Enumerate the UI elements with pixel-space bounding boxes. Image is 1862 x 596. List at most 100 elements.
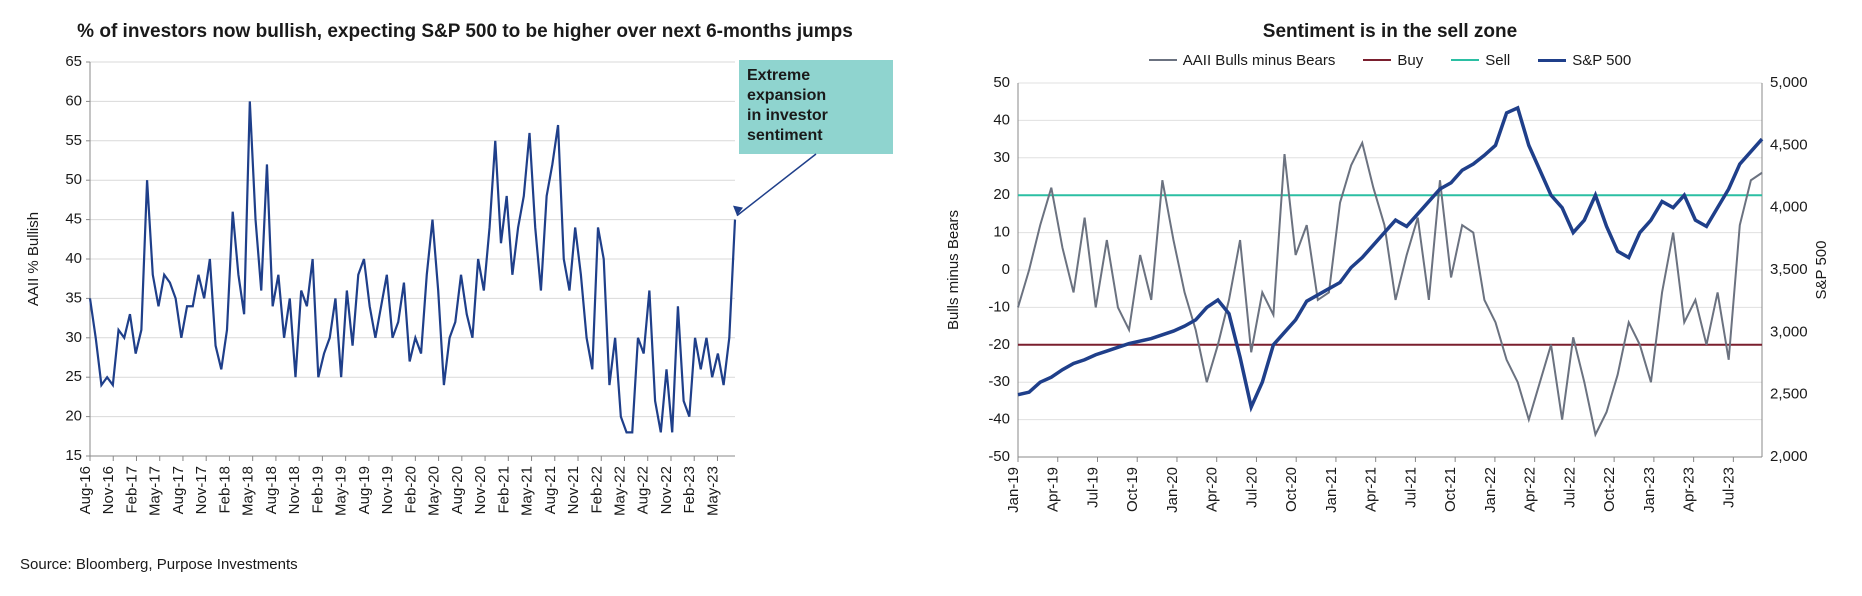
svg-text:25: 25 xyxy=(65,368,82,385)
svg-text:-20: -20 xyxy=(988,336,1010,353)
svg-text:Aug-20: Aug-20 xyxy=(449,466,466,514)
svg-text:3,500: 3,500 xyxy=(1770,261,1808,278)
svg-text:Nov-16: Nov-16 xyxy=(100,466,117,514)
svg-text:Apr-20: Apr-20 xyxy=(1204,467,1221,512)
legend-label: Buy xyxy=(1397,52,1423,69)
svg-text:Feb-19: Feb-19 xyxy=(309,466,326,514)
svg-text:S&P 500: S&P 500 xyxy=(1813,240,1830,299)
svg-text:Jan-21: Jan-21 xyxy=(1323,467,1340,513)
svg-text:-30: -30 xyxy=(988,373,1010,390)
svg-text:Feb-18: Feb-18 xyxy=(216,466,233,514)
svg-text:in investor: in investor xyxy=(747,107,828,124)
svg-text:Oct-20: Oct-20 xyxy=(1283,467,1300,512)
svg-text:Jan-23: Jan-23 xyxy=(1641,467,1658,513)
svg-text:Aug-16: Aug-16 xyxy=(77,466,94,514)
legend-item: S&P 500 xyxy=(1538,52,1631,69)
legend-swatch xyxy=(1149,59,1177,61)
svg-text:Nov-21: Nov-21 xyxy=(565,466,582,514)
right-chart-title: Sentiment is in the sell zone xyxy=(940,20,1840,44)
legend-item: AAII Bulls minus Bears xyxy=(1149,52,1336,69)
right-chart-legend: AAII Bulls minus Bears Buy Sell S&P 500 xyxy=(940,52,1840,69)
svg-text:15: 15 xyxy=(65,447,82,464)
svg-text:May-23: May-23 xyxy=(704,466,721,516)
svg-text:Jul-21: Jul-21 xyxy=(1402,467,1419,508)
svg-text:Apr-21: Apr-21 xyxy=(1363,467,1380,512)
svg-text:40: 40 xyxy=(993,111,1010,128)
svg-text:30: 30 xyxy=(65,329,82,346)
legend-swatch xyxy=(1451,59,1479,61)
svg-text:0: 0 xyxy=(1002,261,1010,278)
svg-text:40: 40 xyxy=(65,250,82,267)
svg-text:Jan-20: Jan-20 xyxy=(1164,467,1181,513)
svg-text:Feb-17: Feb-17 xyxy=(123,466,140,514)
svg-text:35: 35 xyxy=(65,289,82,306)
svg-text:May-18: May-18 xyxy=(240,466,257,516)
svg-text:60: 60 xyxy=(65,92,82,109)
svg-text:Oct-22: Oct-22 xyxy=(1601,467,1618,512)
svg-text:50: 50 xyxy=(993,75,1010,91)
svg-text:Feb-23: Feb-23 xyxy=(681,466,698,514)
svg-text:55: 55 xyxy=(65,132,82,149)
svg-text:2,500: 2,500 xyxy=(1770,385,1808,402)
svg-text:Nov-17: Nov-17 xyxy=(193,466,210,514)
svg-text:-10: -10 xyxy=(988,298,1010,315)
right-chart-svg: -50 -40 -30 -20 -10 0 10 20 30 40 50 2,000 2,500 3,00… xyxy=(940,75,1840,553)
svg-text:5,000: 5,000 xyxy=(1770,75,1808,91)
svg-text:May-21: May-21 xyxy=(519,466,536,516)
right-chart: Sentiment is in the sell zone AAII Bulls… xyxy=(940,20,1840,573)
svg-text:Feb-20: Feb-20 xyxy=(402,466,419,514)
svg-text:Aug-18: Aug-18 xyxy=(263,466,280,514)
legend-item: Sell xyxy=(1451,52,1510,69)
svg-text:Jul-20: Jul-20 xyxy=(1243,467,1260,508)
svg-text:May-17: May-17 xyxy=(147,466,164,516)
legend-item: Buy xyxy=(1363,52,1423,69)
svg-text:Nov-20: Nov-20 xyxy=(472,466,489,514)
svg-text:45: 45 xyxy=(65,210,82,227)
legend-swatch xyxy=(1538,59,1566,62)
svg-text:Oct-19: Oct-19 xyxy=(1124,467,1141,512)
svg-text:Feb-22: Feb-22 xyxy=(588,466,605,514)
svg-text:20: 20 xyxy=(65,407,82,424)
svg-text:Aug-22: Aug-22 xyxy=(635,466,652,514)
svg-text:AAII % Bullish: AAII % Bullish xyxy=(25,212,42,306)
svg-text:Jul-22: Jul-22 xyxy=(1561,467,1578,508)
svg-text:Jul-19: Jul-19 xyxy=(1084,467,1101,508)
svg-text:May-22: May-22 xyxy=(612,466,629,516)
svg-text:65: 65 xyxy=(65,53,82,70)
svg-text:2,000: 2,000 xyxy=(1770,448,1808,465)
svg-text:Jul-23: Jul-23 xyxy=(1720,467,1737,508)
svg-text:Apr-19: Apr-19 xyxy=(1045,467,1062,512)
svg-text:10: 10 xyxy=(993,223,1010,240)
charts-row: % of investors now bullish, expecting S&… xyxy=(20,20,1840,573)
left-chart: % of investors now bullish, expecting S&… xyxy=(20,20,910,573)
svg-text:May-20: May-20 xyxy=(426,466,443,516)
svg-text:Apr-22: Apr-22 xyxy=(1522,467,1539,512)
svg-text:Bulls minus Bears: Bulls minus Bears xyxy=(945,210,962,330)
legend-label: Sell xyxy=(1485,52,1510,69)
legend-label: AAII Bulls minus Bears xyxy=(1183,52,1336,69)
svg-text:Apr-23: Apr-23 xyxy=(1681,467,1698,512)
svg-text:Nov-19: Nov-19 xyxy=(379,466,396,514)
svg-text:Jan-22: Jan-22 xyxy=(1482,467,1499,513)
svg-text:4,500: 4,500 xyxy=(1770,136,1808,153)
svg-text:expansion: expansion xyxy=(747,87,826,104)
source-text: Source: Bloomberg, Purpose Investments xyxy=(20,556,910,573)
svg-text:May-19: May-19 xyxy=(333,466,350,516)
svg-text:20: 20 xyxy=(993,186,1010,203)
svg-text:Jan-19: Jan-19 xyxy=(1005,467,1022,513)
svg-text:Nov-22: Nov-22 xyxy=(658,466,675,514)
svg-text:Extreme: Extreme xyxy=(747,67,810,84)
legend-swatch xyxy=(1363,59,1391,61)
svg-text:30: 30 xyxy=(993,149,1010,166)
left-chart-svg: 15 20 25 30 35 40 45 50 55 60 65 Aug-16 Nov-16 Feb-17… xyxy=(20,52,900,552)
svg-text:-50: -50 xyxy=(988,448,1010,465)
svg-text:-40: -40 xyxy=(988,410,1010,427)
svg-text:Aug-19: Aug-19 xyxy=(356,466,373,514)
svg-text:Aug-21: Aug-21 xyxy=(542,466,559,514)
svg-text:4,000: 4,000 xyxy=(1770,198,1808,215)
svg-text:3,000: 3,000 xyxy=(1770,323,1808,340)
svg-text:Feb-21: Feb-21 xyxy=(495,466,512,514)
svg-text:sentiment: sentiment xyxy=(747,127,823,144)
svg-text:Oct-21: Oct-21 xyxy=(1442,467,1459,512)
svg-text:50: 50 xyxy=(65,171,82,188)
